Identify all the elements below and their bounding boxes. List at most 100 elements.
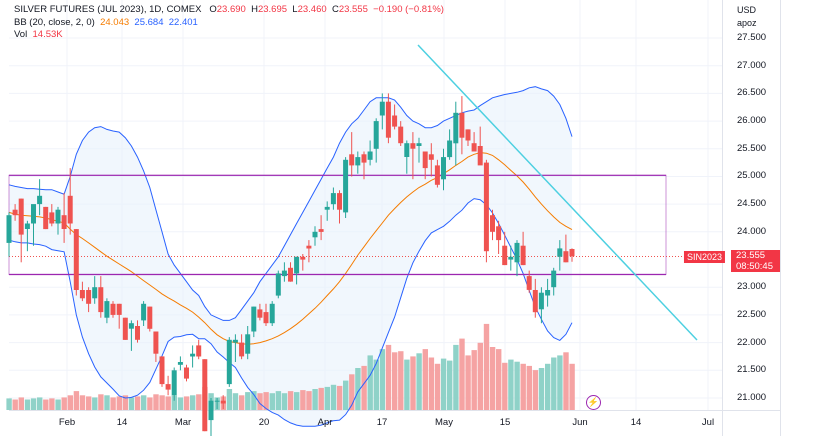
volume-bar bbox=[232, 393, 239, 410]
volume-bar bbox=[569, 363, 575, 410]
volume-bar bbox=[257, 393, 263, 410]
trendline-drawing bbox=[417, 44, 698, 341]
price-tick-label: 26.500 bbox=[737, 87, 767, 99]
volume-bar bbox=[49, 398, 55, 410]
volume-bar bbox=[226, 389, 233, 410]
volume-bar bbox=[508, 359, 514, 410]
volume-bar bbox=[24, 399, 31, 410]
candle bbox=[318, 229, 324, 232]
candle bbox=[551, 270, 557, 288]
candle bbox=[520, 245, 526, 266]
candle bbox=[43, 206, 49, 230]
volume-bar bbox=[141, 395, 147, 410]
volume-bar bbox=[367, 355, 373, 410]
candle bbox=[410, 143, 416, 149]
bb-lower-value: 22.401 bbox=[168, 16, 198, 28]
candle bbox=[385, 101, 391, 138]
lightning-event-icon[interactable]: ⚡ bbox=[586, 395, 601, 410]
candle bbox=[508, 256, 514, 260]
candle bbox=[153, 331, 159, 354]
time-tick-label: 20 bbox=[258, 417, 270, 428]
symbol-title[interactable]: SILVER FUTURES (JUL 2023), 1D, COMEX bbox=[14, 4, 202, 15]
candle bbox=[275, 273, 281, 296]
volume-bar bbox=[6, 398, 12, 410]
bb-lower-line bbox=[8, 198, 573, 427]
volume-bar bbox=[251, 391, 257, 410]
candle bbox=[122, 317, 128, 340]
volume-bar bbox=[134, 396, 141, 411]
volume-bar bbox=[416, 353, 422, 410]
volume-bar bbox=[330, 384, 337, 410]
candle bbox=[55, 209, 61, 224]
volume-bar bbox=[245, 392, 251, 410]
volume-bar bbox=[361, 365, 367, 410]
candle bbox=[128, 323, 134, 329]
volume-bar bbox=[453, 344, 459, 410]
currency-label[interactable]: USD bbox=[737, 5, 757, 15]
candle bbox=[98, 287, 104, 313]
candle bbox=[496, 226, 502, 241]
volume-bar bbox=[526, 365, 532, 410]
time-tick-label: Jul bbox=[701, 417, 715, 428]
volume-bar bbox=[73, 391, 80, 410]
candle bbox=[514, 242, 520, 263]
unit-label[interactable]: apoz bbox=[737, 18, 757, 28]
volume-bar bbox=[532, 370, 539, 410]
candle bbox=[300, 256, 306, 260]
volume-bar bbox=[520, 363, 526, 410]
candle bbox=[141, 303, 147, 321]
time-tick-label: Mar bbox=[174, 417, 192, 428]
volume-bar bbox=[373, 359, 379, 410]
volume-bar bbox=[263, 392, 269, 410]
volume-bar bbox=[92, 397, 98, 410]
volume-bar bbox=[67, 395, 73, 410]
volume-bar bbox=[434, 363, 441, 410]
volume-bar bbox=[196, 394, 202, 411]
candle bbox=[490, 215, 495, 232]
candle bbox=[159, 356, 165, 385]
low-value: 23.460 bbox=[297, 4, 327, 15]
volume-bar bbox=[551, 357, 557, 410]
bb-indicator-label[interactable]: BB (20, close, 2, 0) bbox=[14, 16, 95, 28]
time-tick-label: 14 bbox=[116, 417, 128, 428]
chart-legend: SILVER FUTURES (JUL 2023), 1D, COMEX O23… bbox=[14, 4, 444, 42]
candle bbox=[190, 353, 196, 357]
volume-bar bbox=[86, 396, 92, 411]
candle bbox=[502, 245, 508, 266]
candle bbox=[79, 290, 85, 299]
volume-bar bbox=[171, 395, 177, 410]
volume-bar bbox=[165, 396, 171, 411]
candle bbox=[61, 215, 67, 229]
candle bbox=[453, 112, 459, 144]
price-tick-label: 21.000 bbox=[737, 391, 767, 403]
volume-bar bbox=[398, 351, 404, 410]
volume-indicator-label[interactable]: Vol bbox=[14, 29, 28, 40]
candle bbox=[404, 143, 410, 157]
candle bbox=[73, 229, 79, 290]
candle bbox=[18, 198, 24, 235]
price-tick-label: 26.000 bbox=[737, 115, 767, 127]
price-tick-label: 23.000 bbox=[737, 281, 767, 293]
price-tick-label: 24.000 bbox=[737, 225, 767, 237]
volume-bar bbox=[447, 360, 453, 410]
volume-bar bbox=[410, 356, 416, 410]
candle bbox=[379, 101, 385, 116]
candle bbox=[330, 193, 336, 205]
bb-upper-line bbox=[8, 86, 573, 321]
volume-bar bbox=[489, 347, 496, 410]
time-tick-label: 14 bbox=[630, 417, 642, 428]
volume-bar bbox=[98, 394, 104, 411]
candle bbox=[208, 400, 214, 421]
current-price-value: 23.555 bbox=[736, 250, 766, 261]
volume-bar bbox=[128, 397, 135, 410]
volume-bar bbox=[312, 389, 318, 410]
candle bbox=[165, 384, 171, 390]
volume-bar bbox=[563, 352, 569, 411]
volume-bar bbox=[159, 395, 165, 410]
candle bbox=[37, 195, 43, 205]
candle bbox=[465, 129, 471, 141]
candle bbox=[392, 115, 398, 127]
volume-bar bbox=[343, 380, 349, 410]
